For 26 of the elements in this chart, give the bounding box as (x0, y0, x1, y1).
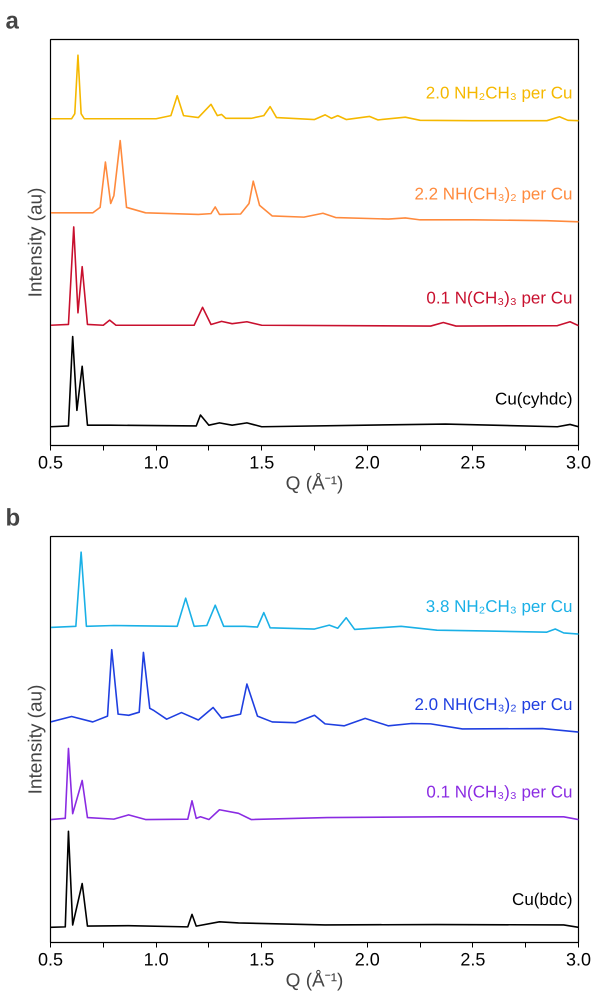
x-tick-label: 2.5 (460, 950, 486, 970)
x-tick-label: 2.0 (354, 452, 380, 472)
chart-title: b (6, 504, 20, 532)
y-axis-title: Intensity (au) (26, 188, 46, 298)
series-label: 2.0 NH(CH₃)₂ per Cu (414, 694, 573, 714)
x-axis-title: Q (Å⁻¹) (286, 472, 344, 494)
series-label: 0.1 N(CH₃)₃ per Cu (426, 782, 573, 802)
series-label: Cu(cyhdc) (495, 389, 573, 408)
x-tick-label: 0.5 (38, 452, 64, 472)
series-label: 2.0 NH₂CH₃ per Cu (426, 83, 572, 102)
y-axis-title: Intensity (au) (26, 684, 46, 794)
series-label: 3.8 NH₂CH₃ per Cu (426, 596, 572, 616)
series-label: 0.1 N(CH₃)₃ per Cu (426, 288, 573, 308)
x-tick-label: 2.5 (460, 452, 486, 472)
x-tick-label: 1.0 (144, 950, 169, 970)
x-tick-label: 1.0 (144, 452, 169, 472)
x-tick-label: 0.5 (38, 950, 64, 970)
series-label: Cu(bdc) (512, 890, 573, 910)
chart-title: a (6, 8, 20, 34)
x-tick-label: 2.0 (354, 950, 380, 970)
series-label: 2.2 NH(CH₃)₂ per Cu (414, 184, 573, 204)
x-tick-label: 3.0 (566, 452, 592, 472)
x-tick-label: 1.5 (249, 452, 274, 472)
x-tick-label: 3.0 (566, 950, 592, 970)
x-axis-title: Q (Å⁻¹) (286, 970, 344, 992)
x-tick-label: 1.5 (249, 950, 274, 970)
